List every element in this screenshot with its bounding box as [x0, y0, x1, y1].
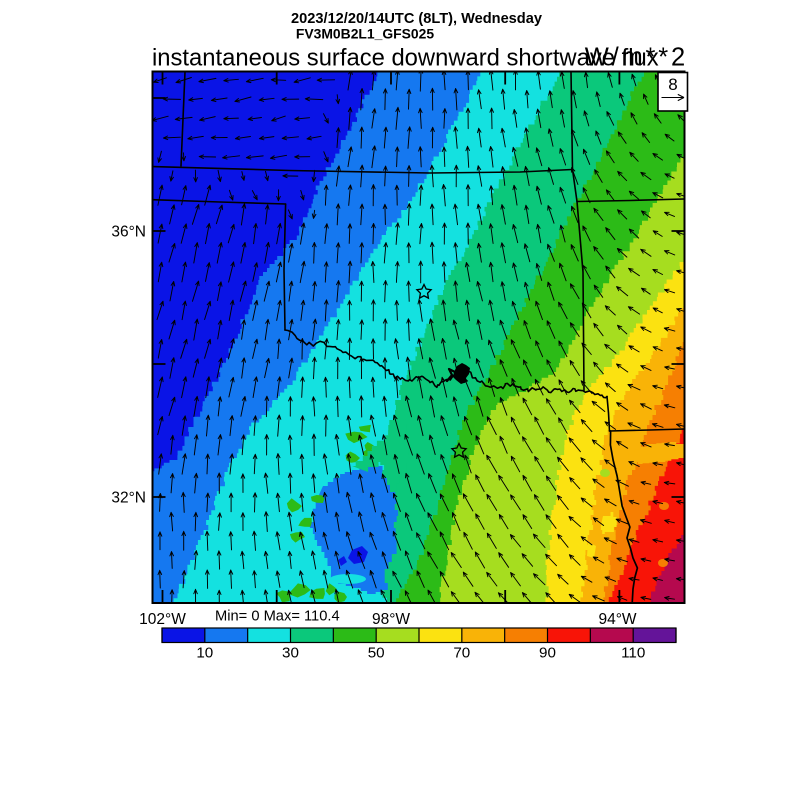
svg-text:98°W: 98°W — [372, 611, 410, 628]
svg-text:8: 8 — [668, 75, 677, 94]
svg-text:90: 90 — [539, 645, 556, 662]
svg-text:FV3M0B2L1_GFS025: FV3M0B2L1_GFS025 — [296, 26, 434, 42]
svg-text:30: 30 — [282, 645, 299, 662]
svg-text:110: 110 — [621, 645, 645, 662]
svg-text:36°N: 36°N — [111, 224, 146, 241]
svg-text:32°N: 32°N — [111, 490, 146, 507]
svg-text:94°W: 94°W — [598, 611, 636, 628]
svg-text:instantaneous surface downward: instantaneous surface downward shortwave… — [152, 45, 659, 72]
svg-text:70: 70 — [453, 645, 470, 662]
svg-text:2023/12/20/14UTC (8LT), Wednes: 2023/12/20/14UTC (8LT), Wednesday — [291, 11, 543, 27]
svg-text:Min= 0 Max= 110.4: Min= 0 Max= 110.4 — [215, 609, 340, 625]
svg-text:50: 50 — [368, 645, 385, 662]
svg-text:W/m**2: W/m**2 — [585, 44, 688, 72]
svg-text:10: 10 — [196, 645, 213, 662]
svg-text:102°W: 102°W — [139, 611, 186, 628]
